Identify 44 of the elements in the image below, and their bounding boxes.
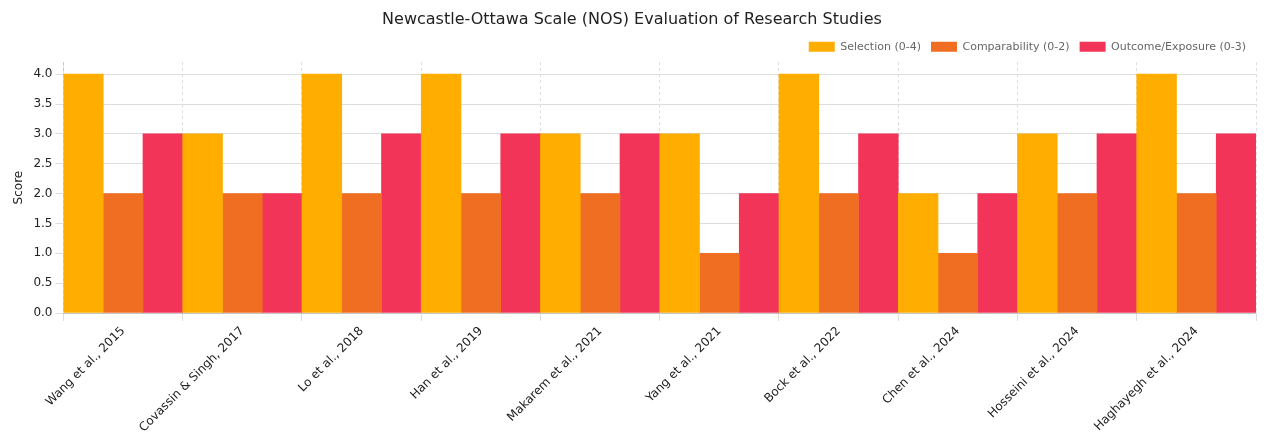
bar bbox=[341, 193, 382, 313]
bar bbox=[937, 252, 979, 313]
bar bbox=[977, 193, 1018, 313]
y-tick-label: 3.5 bbox=[33, 96, 53, 111]
bar bbox=[1136, 73, 1177, 313]
bar bbox=[579, 193, 621, 313]
y-tick-label: 2.0 bbox=[33, 185, 53, 200]
bar bbox=[142, 133, 184, 313]
bar bbox=[460, 193, 502, 313]
bar bbox=[659, 133, 700, 313]
bar bbox=[738, 193, 780, 313]
bar bbox=[1176, 193, 1217, 313]
y-tick-label: 1.0 bbox=[33, 245, 53, 260]
bar bbox=[1056, 193, 1098, 313]
bar bbox=[182, 133, 223, 313]
bar bbox=[778, 73, 820, 313]
chart-title: Newcastle-Ottawa Scale (NOS) Evaluation of Research Studies bbox=[382, 8, 882, 28]
bar bbox=[500, 133, 541, 313]
bar bbox=[619, 133, 661, 313]
bar bbox=[1215, 133, 1256, 313]
bar bbox=[1096, 133, 1138, 313]
y-tick-label: 0.0 bbox=[33, 305, 53, 320]
bar bbox=[420, 73, 462, 313]
bar bbox=[818, 193, 859, 313]
bar bbox=[102, 193, 144, 313]
bar bbox=[381, 133, 422, 313]
y-axis-title: Score bbox=[11, 170, 26, 205]
bar bbox=[63, 73, 104, 313]
bar bbox=[699, 252, 740, 313]
y-tick-label: 0.5 bbox=[33, 275, 53, 290]
bar bbox=[540, 133, 581, 313]
legend-label: Outcome/Exposure (0-3) bbox=[1111, 39, 1247, 53]
legend-label: Comparability (0-2) bbox=[962, 39, 1070, 53]
bar bbox=[261, 193, 303, 313]
bar bbox=[897, 193, 939, 313]
bar bbox=[222, 193, 263, 313]
bar bbox=[301, 73, 343, 313]
y-tick-label: 4.0 bbox=[33, 66, 53, 81]
bar bbox=[858, 133, 899, 313]
legend-label: Selection (0-4) bbox=[840, 39, 921, 53]
y-tick-label: 2.5 bbox=[33, 155, 53, 170]
y-tick-label: 1.5 bbox=[33, 215, 53, 230]
y-tick-label: 3.0 bbox=[33, 125, 53, 140]
bar bbox=[1017, 133, 1058, 313]
